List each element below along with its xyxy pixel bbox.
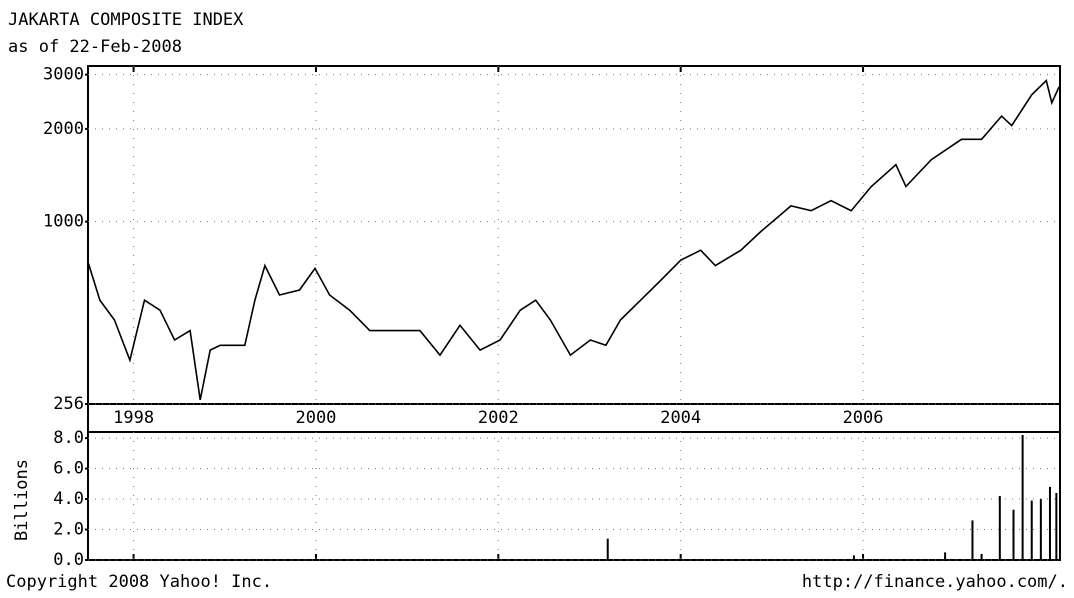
y-tick-label: 2000 bbox=[43, 119, 84, 139]
y-tick-label: 8.0 bbox=[53, 428, 84, 448]
footer-right: http://finance.yahoo.com/. bbox=[802, 572, 1068, 592]
x-tick-label: 2004 bbox=[660, 408, 701, 428]
y-tick-label: 2.0 bbox=[53, 520, 84, 540]
volume-frame bbox=[87, 431, 1061, 561]
price-line bbox=[87, 79, 1060, 401]
y-tick-label: 0.0 bbox=[53, 550, 84, 570]
y-tick-label: 3000 bbox=[43, 65, 84, 85]
chart-title: JAKARTA COMPOSITE INDEX bbox=[8, 10, 244, 30]
x-tick-label: 2006 bbox=[843, 408, 884, 428]
y-tick-label: 256 bbox=[53, 394, 84, 414]
year-strip bbox=[87, 403, 1061, 433]
y-tick-label: 1000 bbox=[43, 212, 84, 232]
x-tick-label: 1998 bbox=[113, 408, 154, 428]
y-tick-label: 6.0 bbox=[53, 459, 84, 479]
y-tick-label: 4.0 bbox=[53, 489, 84, 509]
x-tick-label: 2000 bbox=[295, 408, 336, 428]
y-axis-label: Billions bbox=[12, 459, 32, 541]
x-tick-label: 2002 bbox=[478, 408, 519, 428]
footer-left: Copyright 2008 Yahoo! Inc. bbox=[6, 572, 272, 592]
chart-subtitle: as of 22-Feb-2008 bbox=[8, 37, 182, 57]
